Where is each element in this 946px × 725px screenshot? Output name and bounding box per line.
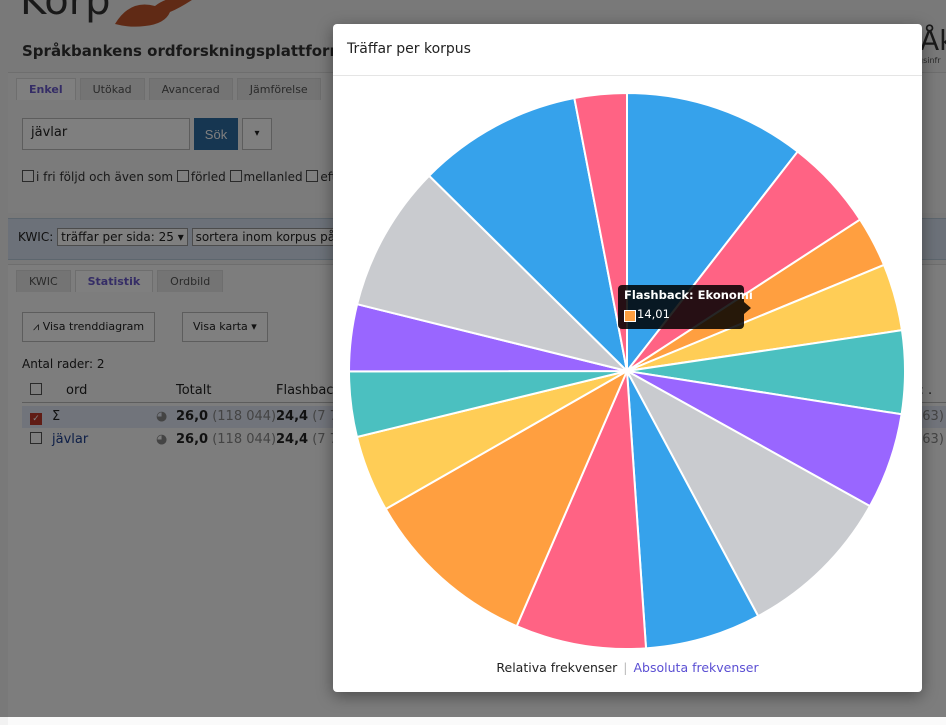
corpus-hits-modal: Träffar per korpus Relativa frekvenser | A… [333,24,922,692]
modal-divider [333,75,922,76]
frequency-toggle: Relativa frekvenser | Absoluta frekvenser [496,660,759,675]
pie-slice[interactable] [626,370,760,650]
chart-tooltip: Flashback: Ekonomi 14,01 [618,285,753,329]
pie-slice[interactable] [355,174,631,373]
pie-slice[interactable] [384,368,630,628]
pie-slice[interactable] [624,368,872,618]
tooltip-swatch [624,310,636,322]
tooltip-pointer [744,302,751,314]
pie-chart [347,91,906,650]
tooltip-value: 14,01 [637,307,670,321]
pie-slice[interactable] [427,96,629,374]
pie-slice[interactable] [573,91,628,372]
absolute-frequencies-link[interactable]: Absoluta frekvenser [633,660,759,675]
modal-title: Träffar per korpus [347,41,471,57]
relative-frequencies-label: Relativa frekvenser [496,660,618,675]
tooltip-title: Flashback: Ekonomi [624,288,753,302]
pie-slice[interactable] [515,370,648,650]
